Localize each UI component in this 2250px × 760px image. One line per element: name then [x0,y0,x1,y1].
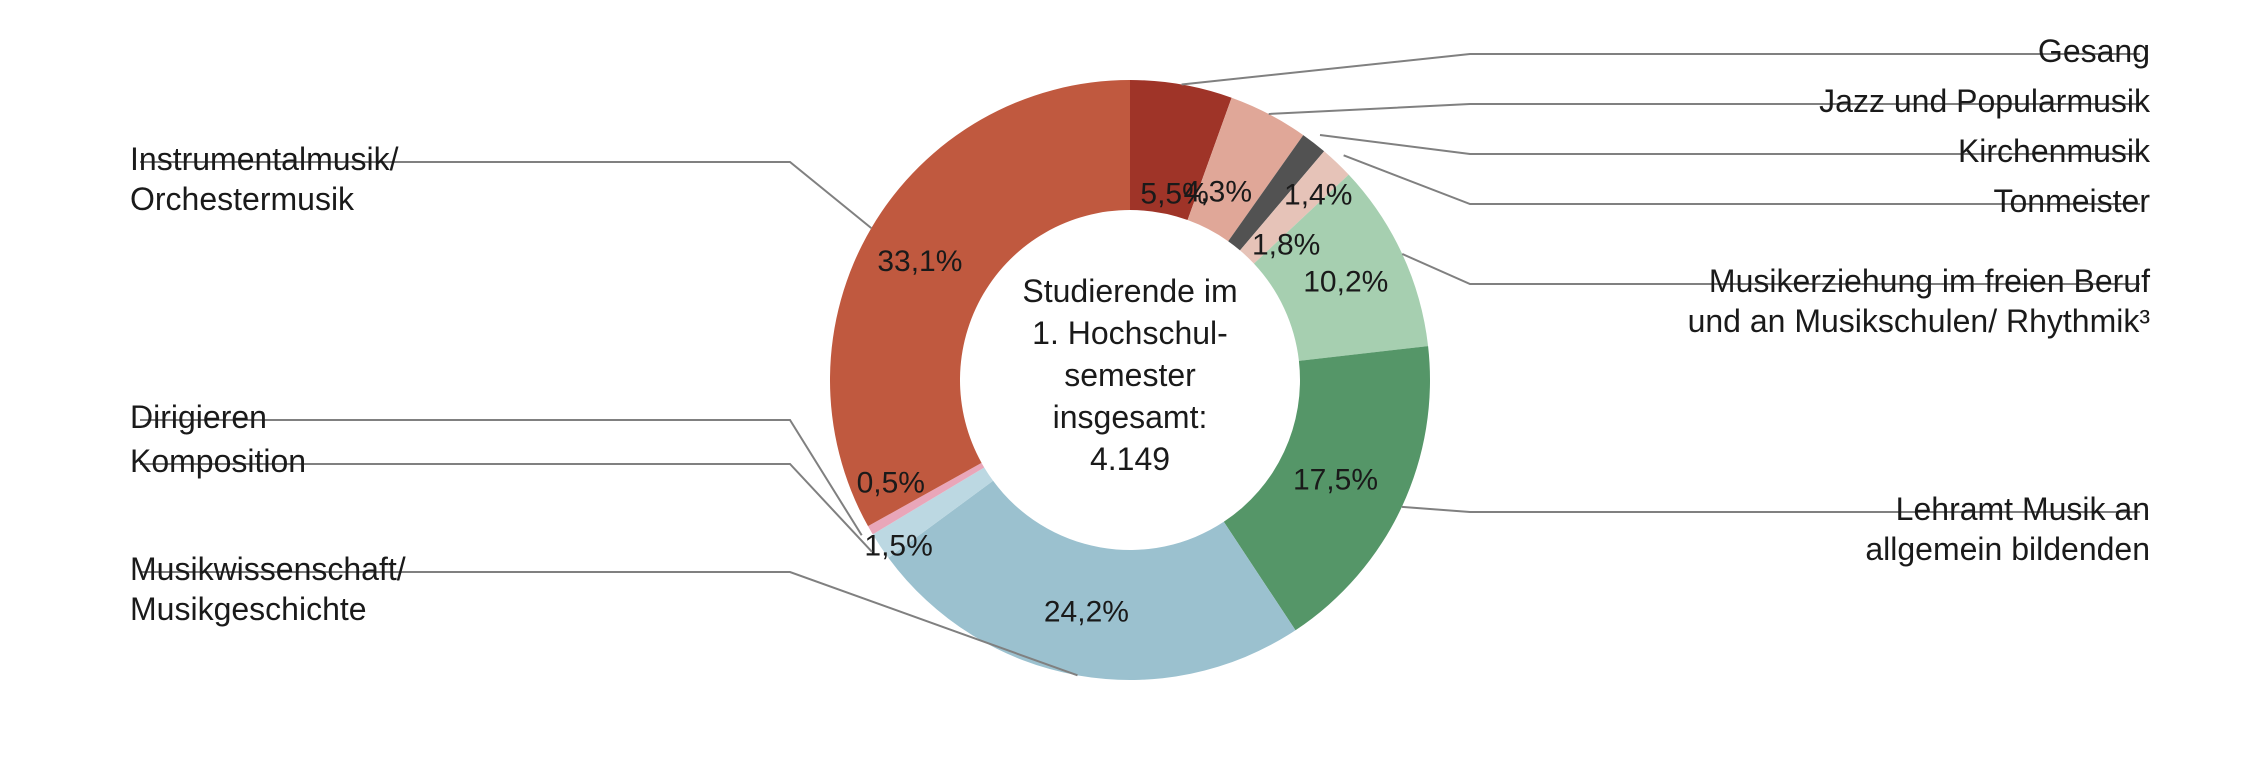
pct-label-musikerz: 10,2% [1303,265,1388,298]
pct-label-jazz: 4,3% [1184,176,1252,209]
category-label-lehramt: Lehramt Musik an [1896,491,2150,527]
category-label-kirchenmusik: Kirchenmusik [1958,133,2151,169]
donut-chart: 5,5%4,3%1,4%1,8%10,2%17,5%24,2%1,5%0,5%3… [0,0,2250,760]
category-label-tonmeister: Tonmeister [1994,183,2151,219]
pct-label-dirigieren: 0,5% [857,467,925,500]
center-text-line: Studierende im [1022,273,1237,309]
pct-label-instrumental: 33,1% [877,245,962,278]
pct-label-tonmeister: 1,8% [1252,229,1320,262]
category-label-musikerz: Musikerziehung im freien Beruf [1709,263,2150,299]
pct-label-lehramt: 17,5% [1293,463,1378,496]
pct-label-kirchenmusik: 1,4% [1284,178,1352,211]
category-label-dirigieren: Dirigieren [130,399,267,435]
category-label-musikerz: und an Musikschulen/ Rhythmik³ [1688,303,2151,339]
pct-label-komposition: 1,5% [864,529,932,562]
center-text-line: semester [1064,357,1196,393]
pct-label-musikwiss: 24,2% [1044,595,1129,628]
center-text-line: insgesamt: [1053,399,1208,435]
center-text-line: 1. Hochschul- [1032,315,1228,351]
center-text-line: 4.149 [1090,441,1170,477]
category-label-komposition: Komposition [130,443,306,479]
category-label-instrumental: Instrumentalmusik/ [130,141,399,177]
category-label-instrumental: Orchestermusik [130,181,355,217]
category-label-musikwiss: Musikwissenschaft/ [130,551,406,587]
category-label-lehramt: allgemein bildenden [1865,531,2150,567]
category-label-gesang: Gesang [2038,33,2150,69]
category-label-jazz: Jazz und Popularmusik [1819,83,2151,119]
category-label-musikwiss: Musikgeschichte [130,591,367,627]
